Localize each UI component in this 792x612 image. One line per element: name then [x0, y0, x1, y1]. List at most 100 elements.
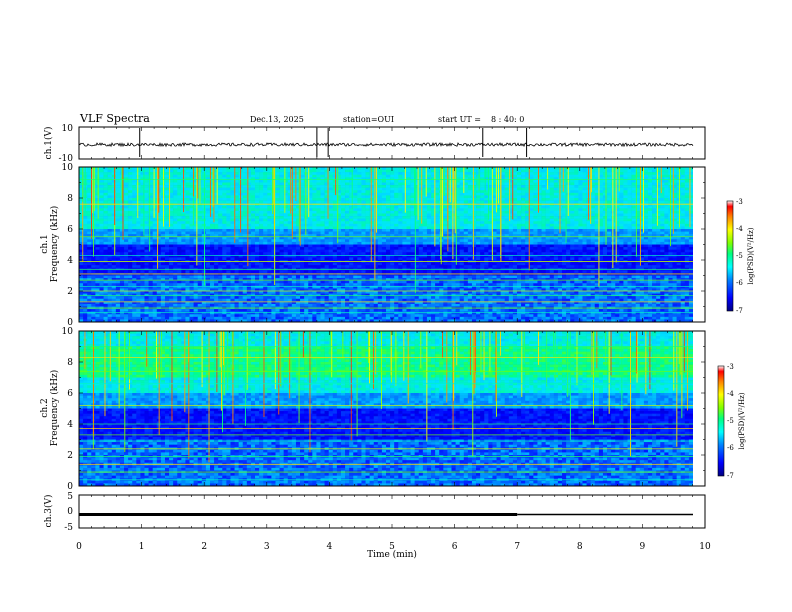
spectrogram-cell	[111, 198, 117, 201]
spectrogram-cell	[255, 208, 260, 212]
spectrogram-cell	[263, 244, 268, 248]
spectrogram-cell	[566, 223, 571, 227]
spectrogram-cell	[148, 187, 153, 191]
spectrogram-cell	[304, 221, 309, 225]
spectrogram-cell	[156, 244, 162, 248]
spectrogram-cell	[328, 195, 334, 199]
spectrogram-cell	[279, 231, 284, 235]
spectrogram-cell	[508, 200, 514, 204]
spectrogram-cell	[496, 203, 501, 207]
spectrogram-cell	[267, 234, 272, 238]
spectrogram-cell	[263, 187, 268, 191]
spectrogram-cell	[516, 241, 522, 245]
spectrogram-cell	[492, 241, 497, 245]
spectrogram-cell	[222, 208, 227, 212]
spectrogram-cell	[402, 192, 407, 196]
spectrogram-cell	[209, 187, 215, 191]
spectrogram-cell	[652, 167, 657, 170]
spectrogram-cell	[484, 223, 489, 227]
spectrogram-cell	[218, 172, 223, 176]
spectrogram-cell	[525, 231, 530, 235]
spectrogram-cell	[320, 244, 325, 248]
spectrogram-cell	[537, 185, 542, 188]
spectrogram-cell	[345, 249, 350, 253]
spectrogram-cell	[369, 244, 375, 248]
spectrogram-cell	[132, 179, 137, 183]
spectrogram-cell	[189, 198, 194, 201]
spectrogram-cell	[627, 198, 632, 201]
spectrogram-cell	[394, 172, 399, 176]
spectrogram-cell	[128, 195, 133, 199]
spectrogram-cell	[664, 244, 669, 248]
spectrogram-cell	[533, 177, 538, 181]
spectrogram-cell	[300, 241, 305, 245]
spectrogram-cell	[471, 210, 477, 214]
spectrogram-cell	[471, 231, 477, 235]
spectrogram-cell	[647, 190, 653, 194]
spectrogram-cell	[214, 229, 219, 232]
spectrogram-cell	[545, 223, 551, 227]
spectrogram-cell	[246, 190, 252, 194]
spectrogram-cell	[226, 187, 231, 191]
spectrogram-cell	[660, 231, 665, 235]
spectrogram-cell	[291, 223, 297, 227]
spectrogram-cell	[222, 177, 227, 181]
spectrogram-cell	[124, 226, 129, 230]
spectrogram-cell	[664, 185, 669, 188]
spectrogram-cell	[328, 221, 334, 225]
spectrogram-cell	[300, 185, 305, 188]
spectrogram-cell	[181, 221, 186, 225]
spectrogram-cell	[562, 223, 567, 227]
spectrogram-cell	[136, 244, 141, 248]
spectrogram-cell	[357, 169, 362, 173]
spectrogram-cell	[525, 187, 530, 191]
spectrogram-cell	[169, 167, 174, 170]
spectrogram-cell	[541, 190, 546, 194]
spectrogram-cell	[467, 236, 473, 240]
spectrogram-cell	[218, 185, 223, 188]
spectrogram-cell	[340, 167, 346, 170]
spectrogram-cell	[467, 213, 473, 217]
spectrogram-cell	[332, 249, 338, 253]
spectrogram-cell	[181, 234, 186, 238]
spectrogram-cell	[422, 182, 428, 186]
spectrogram-cell	[340, 210, 346, 214]
spectrogram-cell	[680, 208, 686, 212]
spectrogram-cell	[488, 187, 493, 191]
spectrogram-cell	[304, 247, 309, 250]
spectrogram-cell	[140, 187, 145, 191]
spectrogram-cell	[390, 216, 395, 219]
spectrogram-cell	[115, 229, 121, 232]
spectrogram-cell	[431, 213, 436, 217]
spectrogram-cell	[197, 221, 203, 225]
spectrogram-cell	[443, 218, 448, 222]
spectrogram-cell	[566, 236, 571, 240]
spectrogram-cell	[124, 239, 129, 243]
spectrogram-cell	[316, 247, 321, 250]
spectrogram-cell	[353, 187, 358, 191]
spectrogram-cell	[463, 221, 469, 225]
spectrogram-cell	[623, 169, 628, 173]
spectrogram-cell	[267, 167, 272, 170]
spectrogram-cell	[234, 247, 239, 250]
spectrogram-cell	[410, 203, 415, 207]
spectrogram-cell	[533, 213, 538, 217]
spectrogram-cell	[205, 226, 211, 230]
spectrogram-cell	[340, 203, 346, 207]
spectrogram-cell	[255, 179, 260, 183]
spectrogram-cell	[373, 239, 379, 243]
spectrogram-cell	[230, 203, 235, 207]
spectrogram-cell	[136, 231, 141, 235]
spectrogram-cell	[144, 174, 149, 178]
spectrogram-cell	[516, 226, 522, 230]
spectrogram-cell	[476, 244, 481, 248]
spectrogram-cell	[107, 195, 113, 199]
spectrogram-cell	[607, 221, 612, 225]
spectrogram-cell	[115, 221, 121, 225]
spectrogram-cell	[95, 190, 100, 194]
spectrogram-cell	[136, 216, 141, 219]
spectrogram-cell	[553, 205, 559, 209]
spectrogram-cell	[516, 216, 522, 219]
spectrogram-cell	[541, 174, 546, 178]
spectrogram-cell	[398, 210, 403, 214]
